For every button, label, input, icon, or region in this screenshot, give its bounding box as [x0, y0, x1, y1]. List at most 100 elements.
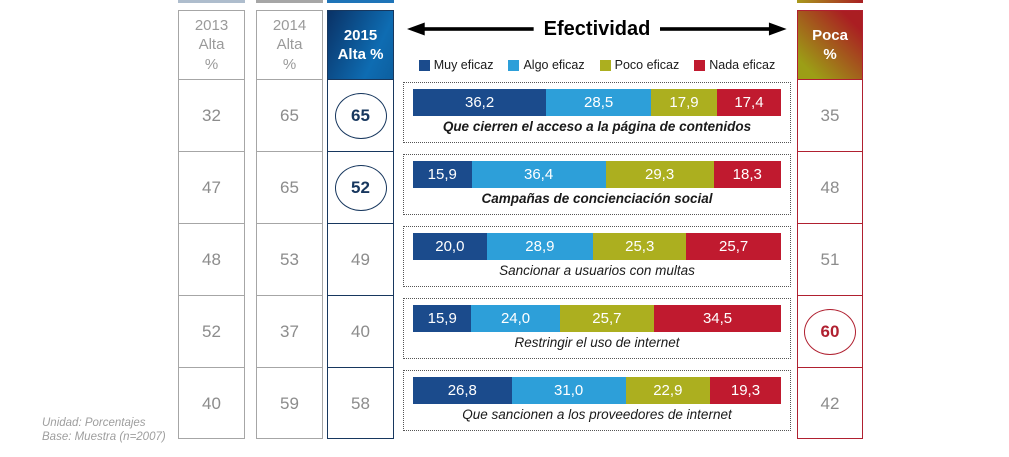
header-line: Alta: [198, 36, 225, 54]
value-cell: 32: [179, 79, 244, 151]
bar-category-label: Restringir el uso de internet: [514, 335, 680, 350]
bar-segment: 31,0: [511, 377, 626, 404]
value-cell: 35: [798, 79, 862, 151]
bar-segment: 17,4: [716, 89, 781, 116]
top-edge-fragment-poca: [797, 0, 863, 3]
value-cell: 58: [328, 367, 393, 439]
bar-segment: 19,3: [709, 377, 781, 404]
bar-segment: 25,7: [559, 305, 655, 332]
bar-category-label: Que sancionen a los proveedores de inter…: [462, 407, 732, 422]
header-line: Alta: [276, 36, 303, 54]
legend-item: Algo eficaz: [508, 58, 585, 72]
bar-segment: 28,5: [546, 89, 652, 116]
header-line: %: [282, 55, 297, 73]
column-2015-alta: 2015 Alta % 65 52 49 40 58: [327, 10, 394, 439]
header-line: %: [823, 46, 837, 63]
effectiveness-axis: Efectividad: [407, 16, 788, 42]
bar-category-label: Que cierren el acceso a la página de con…: [442, 119, 752, 134]
chart-title: Efectividad: [543, 17, 651, 40]
stacked-bar: 15,9 36,4 29,3 18,3: [413, 161, 781, 188]
bars-panel: Efectividad Muy eficaz Algo eficaz Poco …: [403, 10, 791, 439]
top-edge-fragment-2015: [327, 0, 394, 3]
value-cell-circled: 60: [798, 295, 862, 367]
arrow-right-icon: [660, 22, 788, 36]
bar-row: 36,2 28,5 17,9 17,4 Que cierren el acces…: [403, 82, 791, 143]
header-line: 2014: [272, 17, 307, 35]
bar-row: 20,0 28,9 25,3 25,7 Sancionar a usuarios…: [403, 226, 791, 287]
legend-item: Muy eficaz: [418, 58, 494, 72]
bar-segment: 20,0: [413, 233, 487, 260]
bar-segment: 25,3: [593, 233, 687, 260]
header-line: Alta %: [337, 46, 384, 63]
value-cell: 48: [179, 223, 244, 295]
bar-segment: 24,0: [471, 305, 560, 332]
legend-swatch-algo-eficaz: [508, 59, 520, 71]
highlight-circle: 60: [804, 308, 856, 355]
value-cell: 51: [798, 223, 862, 295]
bar-row: 15,9 36,4 29,3 18,3 Campañas de concienc…: [403, 154, 791, 215]
top-edge-fragment-2014: [256, 0, 323, 3]
column-header-2015: 2015 Alta %: [328, 11, 393, 79]
bar-segment: 29,3: [605, 161, 714, 188]
value-cell: 65: [257, 79, 322, 151]
bar-segment: 18,3: [713, 161, 781, 188]
column-header-2014: 2014 Alta %: [257, 11, 322, 79]
header-line: 2013: [194, 17, 229, 35]
stacked-bar: 36,2 28,5 17,9 17,4: [413, 89, 781, 116]
legend-swatch-nada-eficaz: [694, 59, 706, 71]
header-line: %: [204, 55, 219, 73]
legend-label: Nada eficaz: [709, 58, 776, 72]
value-cell: 52: [179, 295, 244, 367]
bar-segment: 17,9: [651, 89, 717, 116]
column-header-2013: 2013 Alta %: [179, 11, 244, 79]
legend-swatch-poco-eficaz: [599, 59, 611, 71]
stacked-bar: 26,8 31,0 22,9 19,3: [413, 377, 781, 404]
value-cell-circled: 65: [328, 79, 393, 151]
bar-segment: 26,8: [413, 377, 512, 404]
bar-segment: 22,9: [625, 377, 710, 404]
value-cell: 65: [257, 151, 322, 223]
footnote: Unidad: Porcentajes Base: Muestra (n=200…: [42, 416, 166, 445]
column-2014-alta: 2014 Alta % 65 65 53 37 59: [256, 10, 323, 439]
legend-item: Poco eficaz: [599, 58, 680, 72]
value-cell: 49: [328, 223, 393, 295]
value-cell: 42: [798, 367, 862, 439]
legend-label: Poco eficaz: [614, 58, 680, 72]
bar-category-label: Sancionar a usuarios con multas: [499, 263, 695, 278]
footnote-unit: Unidad: Porcentajes: [42, 417, 146, 429]
bar-category-label: Campañas de concienciación social: [481, 191, 713, 206]
bar-segment: 34,5: [654, 305, 781, 332]
value-cell: 37: [257, 295, 322, 367]
bar-row: 26,8 31,0 22,9 19,3 Que sancionen a los …: [403, 370, 791, 431]
value-cell: 40: [179, 367, 244, 439]
legend: Muy eficaz Algo eficaz Poco eficaz Nada …: [403, 58, 791, 72]
value-cell: 53: [257, 223, 322, 295]
bar-row: 15,9 24,0 25,7 34,5 Restringir el uso de…: [403, 298, 791, 359]
bar-segment: 36,4: [471, 161, 606, 188]
column-header-poca: Poca %: [798, 11, 862, 79]
bar-segment: 25,7: [686, 233, 781, 260]
footnote-base: Base: Muestra (n=2007): [42, 431, 166, 444]
bar-segment: 15,9: [413, 161, 472, 188]
value-cell: 47: [179, 151, 244, 223]
legend-item: Nada eficaz: [694, 58, 775, 72]
column-2013-alta: 2013 Alta % 32 47 48 52 40: [178, 10, 245, 439]
bar-segment: 15,9: [413, 305, 472, 332]
legend-label: Muy eficaz: [433, 58, 494, 72]
arrow-left-icon: [407, 22, 534, 36]
stacked-bar: 20,0 28,9 25,3 25,7: [413, 233, 781, 260]
value-cell: 59: [257, 367, 322, 439]
highlight-circle: 52: [334, 164, 387, 211]
legend-swatch-muy-eficaz: [418, 59, 430, 71]
header-line: Poca: [812, 26, 848, 44]
bar-segment: 28,9: [486, 233, 594, 260]
highlight-circle: 65: [334, 92, 387, 139]
column-poca: Poca % 35 48 51 60 42: [797, 10, 863, 439]
bar-segment: 36,2: [413, 89, 547, 116]
top-edge-fragment-2013: [178, 0, 245, 3]
legend-label: Algo eficaz: [523, 58, 585, 72]
value-cell: 48: [798, 151, 862, 223]
header-line: 2015: [343, 26, 378, 44]
value-cell-circled: 52: [328, 151, 393, 223]
